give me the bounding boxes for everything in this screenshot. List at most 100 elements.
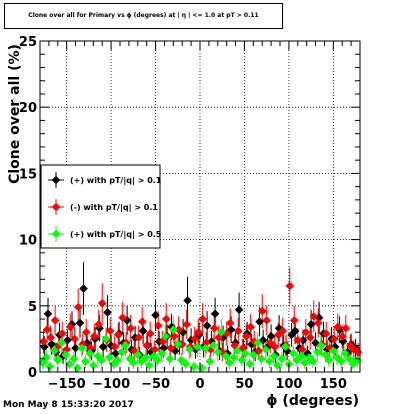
data-point-2 (94, 320, 103, 329)
data-point-3 (161, 331, 170, 341)
legend-entry-label: (+) with pT/|q| > 0.5 (70, 230, 162, 239)
data-point-3 (38, 358, 47, 368)
data-point-3 (57, 338, 66, 348)
data-point-2 (270, 342, 279, 352)
data-point-3 (53, 355, 63, 365)
data-point-2 (153, 321, 163, 330)
data-point-1 (191, 345, 200, 354)
data-point-3 (197, 363, 207, 373)
legend-marker (51, 202, 61, 212)
data-point-3 (157, 349, 167, 358)
data-point-3 (340, 349, 350, 358)
data-point-3 (61, 350, 71, 360)
data-point-2 (118, 313, 127, 323)
data-point-2 (46, 333, 55, 342)
x-tick-label: 50 (235, 377, 253, 392)
data-point-3 (308, 357, 318, 366)
data-point-1 (159, 343, 168, 353)
data-point-1 (75, 318, 85, 328)
data-point-3 (189, 362, 199, 372)
data-point-2 (230, 341, 239, 350)
data-point-3 (125, 354, 135, 364)
data-point-3 (229, 353, 239, 362)
data-point-3 (45, 362, 55, 372)
data-point-1 (338, 337, 348, 346)
data-point-2 (241, 331, 251, 341)
data-point-1 (111, 349, 120, 358)
data-point-2 (166, 343, 175, 353)
data-point-2 (325, 343, 335, 353)
data-point-2 (209, 324, 219, 333)
y-tick-label: 5 (28, 300, 37, 315)
data-point-3 (69, 354, 79, 364)
data-point-3 (324, 355, 334, 365)
data-point-3 (201, 343, 210, 353)
data-point-3 (281, 342, 290, 352)
data-point-2 (305, 333, 315, 342)
data-point-1 (298, 335, 308, 345)
data-point-1 (71, 343, 80, 353)
data-point-2 (341, 324, 351, 333)
data-point-3 (141, 353, 151, 362)
data-point-3 (149, 351, 159, 361)
data-point-3 (121, 341, 130, 350)
data-point-2 (285, 281, 295, 291)
data-point-3 (181, 359, 191, 369)
title-box: Clone over all for Primary vs ϕ (degrees… (4, 3, 283, 29)
legend-entry-label: (-) with pT/|q| > 0.1 (70, 203, 158, 212)
data-point-2 (105, 326, 115, 336)
data-point-3 (133, 350, 143, 360)
y-tick-label: 25 (19, 35, 37, 50)
data-point-3 (117, 347, 127, 357)
data-point-2 (193, 327, 203, 337)
data-point-1 (247, 339, 256, 349)
data-points (38, 281, 363, 373)
chart-title: Clone over all for Primary vs ϕ (degrees… (28, 12, 259, 19)
data-point-2 (301, 327, 311, 337)
data-point-3 (292, 355, 302, 365)
data-point-3 (41, 353, 51, 362)
legend: (+) with pT/|q| > 0.1 (-) with pT/|q| > 0… (40, 164, 162, 249)
data-point-3 (205, 357, 215, 366)
data-point-3 (253, 338, 263, 348)
data-point-1 (43, 309, 53, 319)
data-point-2 (337, 331, 347, 341)
data-point-3 (221, 351, 231, 361)
data-point-3 (77, 343, 87, 353)
data-point-3 (73, 363, 82, 373)
x-tick-label: 100 (275, 377, 302, 392)
data-point-3 (113, 355, 122, 365)
data-point-2 (257, 306, 267, 316)
data-point-3 (316, 341, 326, 350)
data-point-1 (255, 317, 264, 326)
data-point-2 (333, 322, 343, 332)
data-point-2 (349, 345, 359, 354)
data-point-2 (309, 312, 319, 321)
data-point-2 (321, 329, 331, 338)
data-point-3 (233, 346, 242, 356)
y-tick-label: 0 (28, 366, 37, 381)
data-point-1 (311, 338, 320, 348)
data-point-3 (245, 359, 255, 369)
data-point-2 (329, 334, 339, 344)
data-point-1 (287, 330, 296, 340)
data-point-1 (306, 320, 316, 329)
data-point-3 (101, 334, 111, 344)
data-point-1 (98, 342, 108, 352)
data-point-3 (81, 357, 90, 366)
data-point-1 (106, 341, 116, 350)
data-point-3 (313, 347, 322, 357)
data-point-1 (151, 310, 160, 320)
data-point-3 (213, 347, 223, 357)
data-point-2 (97, 298, 107, 308)
data-point-1 (122, 316, 132, 325)
data-point-2 (262, 316, 271, 325)
data-point-1 (170, 346, 180, 356)
data-point-3 (65, 359, 74, 369)
data-point-2 (137, 317, 147, 326)
y-tick-label: 15 (19, 167, 37, 182)
data-point-2 (126, 324, 135, 333)
data-point-2 (42, 325, 52, 334)
data-point-1 (202, 321, 212, 330)
